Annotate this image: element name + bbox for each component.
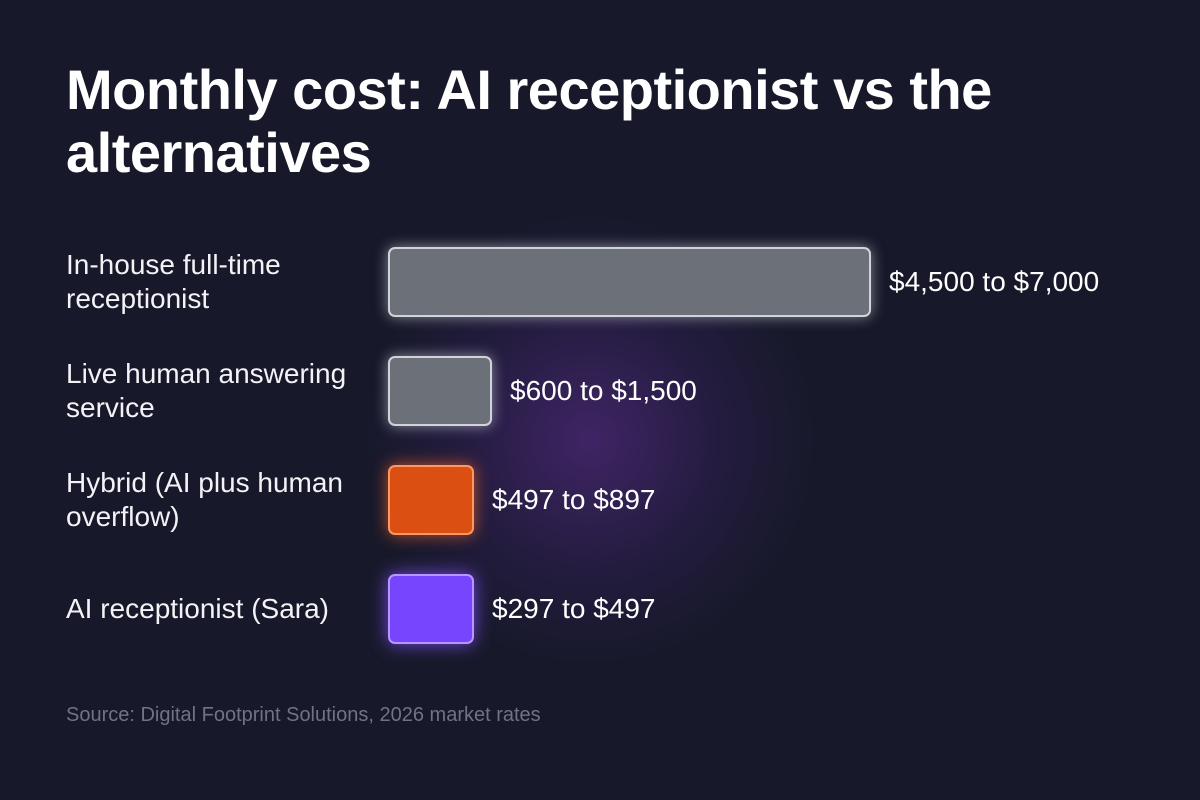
- bar: [388, 465, 474, 535]
- bar: [388, 574, 474, 644]
- value-label: $4,500 to $7,000: [889, 266, 1100, 297]
- bar: [388, 247, 871, 317]
- category-label: In-house full-time receptionist: [66, 249, 281, 314]
- category-label: Live human answering service: [66, 358, 347, 423]
- bar: [388, 356, 492, 426]
- value-label: $297 to $497: [492, 593, 656, 624]
- category-label: Hybrid (AI plus human overflow): [66, 467, 344, 532]
- value-label: $497 to $897: [492, 484, 656, 515]
- chart-title: Monthly cost: AI receptionist vs the alt…: [66, 58, 992, 184]
- source-note: Source: Digital Footprint Solutions, 202…: [66, 704, 541, 726]
- value-label: $600 to $1,500: [510, 375, 697, 406]
- category-label: AI receptionist (Sara): [66, 593, 329, 624]
